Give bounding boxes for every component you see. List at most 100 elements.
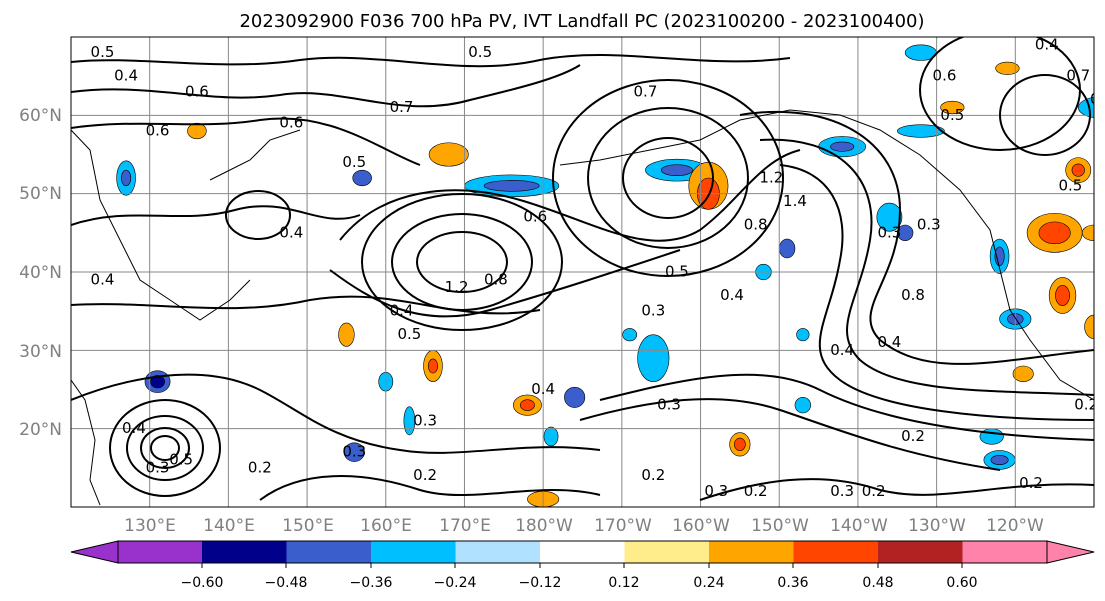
contour-label: 0.4 (390, 302, 414, 320)
lon-label: 140°W (830, 516, 888, 536)
contour-label: 0.2 (641, 466, 665, 484)
ivt-fill-patch (352, 169, 372, 187)
ivt-fill-patch (338, 322, 355, 347)
lat-label: 60°N (19, 106, 62, 126)
contour-label: 0.3 (917, 216, 941, 234)
pv-contour-line (140, 427, 190, 469)
colorbar-segment (793, 541, 878, 563)
lat-labels: 60°N 50°N 40°N 30°N 20°N (19, 106, 62, 440)
contour-label: 0.5 (940, 106, 964, 124)
ivt-fill-patch (622, 328, 638, 342)
contour-label: 0.2 (901, 427, 925, 445)
contour-label: 0.5 (1098, 153, 1105, 171)
ivt-fill-patch (428, 142, 469, 167)
contour-label: 0.6 (185, 82, 209, 100)
colorbar-segment (371, 541, 456, 563)
contour-label: 0.4 (1090, 90, 1105, 108)
colorbar-tick-label: −0.36 (350, 575, 393, 591)
map-area: 0.50.40.60.6 0.60.50.40.40.50.70.71.21.40… (71, 37, 1105, 507)
contour-label: 0.4 (122, 419, 146, 437)
contour-label: 0.3 (342, 443, 366, 461)
lat-label: 20°N (19, 420, 62, 440)
contour-label: 1.4 (783, 192, 807, 210)
contour-label: 0.5 (665, 263, 689, 281)
contour-label: 0.5 (1058, 176, 1082, 194)
colorbar-segment (202, 541, 287, 563)
ivt-fill-patch (778, 238, 796, 259)
contour-label: 0.3 (1098, 341, 1105, 359)
contour-label: 0.2 (413, 466, 437, 484)
ivt-fill-patch (1038, 221, 1071, 245)
pv-contour-line (587, 107, 749, 249)
pv-contour-line (416, 231, 508, 293)
colorbar-tick-label: 0.48 (862, 575, 893, 591)
pv-contour-line (622, 137, 714, 219)
contour-label: 0.7 (1066, 67, 1090, 85)
contour-label: 0.8 (744, 216, 768, 234)
pv-contour-line (339, 149, 801, 242)
ivt-fill-patch (343, 442, 365, 462)
colorbar-frame (117, 540, 1048, 564)
ivt-fill-patch (187, 122, 207, 140)
contour-label: 0.6 (146, 122, 170, 140)
coastline (71, 129, 251, 321)
contour-label: 0.8 (901, 286, 925, 304)
coastline (559, 109, 1094, 401)
ivt-fill-patch (990, 454, 1009, 465)
pv-contour-line (71, 64, 581, 108)
colorbar-tick-label: −0.60 (181, 575, 224, 591)
pv-contour-line (779, 164, 1094, 421)
lon-label: 150°W (751, 516, 809, 536)
contour-label: 0.3 (641, 302, 665, 320)
ivt-fill-patch (1098, 209, 1105, 225)
lat-label: 30°N (19, 342, 62, 362)
contour-label: 0.2 (1074, 396, 1098, 414)
colorbar-tick-label: 0.24 (693, 575, 724, 591)
contour-label: 0.5 (169, 451, 193, 469)
pv-contour-line (329, 249, 681, 318)
ivt-fill-patch (1096, 86, 1105, 99)
pv-contour-line (259, 475, 601, 501)
contour-label-layer: 0.50.40.60.6 0.60.50.40.40.50.70.71.21.40… (91, 37, 1105, 500)
lon-label: 160°E (360, 516, 412, 536)
contour-label: 0.4 (91, 270, 115, 288)
lon-label: 120°W (986, 516, 1044, 536)
ivt-fill-patch (1055, 285, 1070, 306)
contour-label: 0.8 (484, 270, 508, 288)
colorbar-tick-label: 0.36 (777, 575, 808, 591)
colorbar-segment (118, 541, 202, 563)
contour-label: 1.2 (445, 278, 469, 296)
ivt-fill-patch (121, 169, 132, 187)
ivt-fill-patch (543, 426, 559, 447)
pv-contour-line (71, 373, 601, 454)
contour-label: 0.4 (279, 223, 303, 241)
contour-label: 0.5 (342, 153, 366, 171)
contour-label: 0.3 (657, 396, 681, 414)
contour-label: 0.2 (248, 458, 272, 476)
ivt-fill-patch (403, 406, 416, 436)
coastline (71, 379, 101, 506)
colorbar-tick-label: −0.48 (265, 575, 308, 591)
colorbar-segment (709, 541, 794, 563)
contour-label: 0.7 (390, 98, 414, 116)
lon-label: 180°W (515, 516, 573, 536)
contour-label: 0.5 (468, 43, 492, 61)
contour-label: 0.3 (830, 482, 854, 500)
lon-label: 170°W (594, 516, 652, 536)
lon-label: 140°E (203, 516, 255, 536)
map-frame (70, 36, 1095, 508)
pv-contour-line (919, 37, 1081, 151)
pv-contour-line (71, 295, 541, 315)
pv-contour-layer (71, 37, 1094, 501)
ivt-fill-patch (483, 180, 540, 192)
pv-contour-line (71, 205, 361, 226)
colorbar-extend-high (1046, 540, 1095, 564)
pv-contour-line (759, 138, 1094, 396)
pv-contour-line (71, 54, 791, 68)
ivt-fill-patch (427, 358, 439, 374)
contour-label: 0.5 (91, 43, 115, 61)
chart-title: 2023092900 F036 700 hPa PV, IVT Landfall… (239, 11, 924, 32)
pv-contour-line (552, 79, 784, 277)
pv-contour-line (150, 435, 180, 461)
